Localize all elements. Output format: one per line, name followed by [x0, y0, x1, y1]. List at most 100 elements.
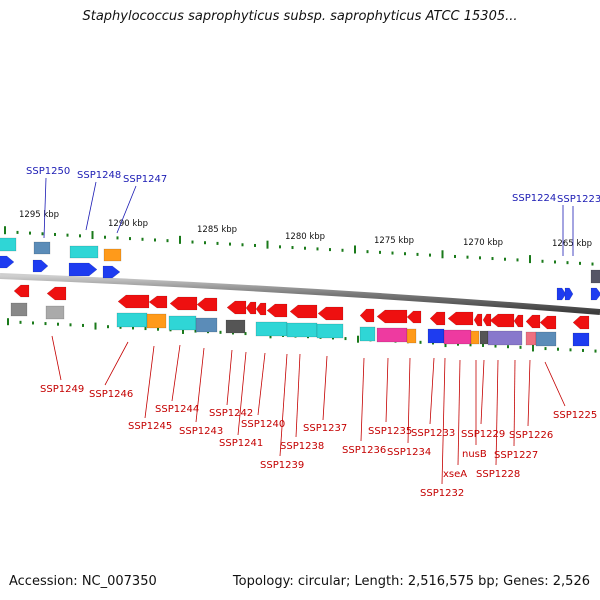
gene-box: [255, 321, 288, 337]
gene-box: [168, 315, 197, 331]
scale-tick: [366, 250, 369, 254]
reverse-gene-arrow: [482, 313, 492, 327]
reverse-gene-arrow: [13, 284, 30, 298]
gene-box: [427, 328, 445, 344]
scale-tick: [516, 258, 519, 262]
gene-label-ssp1235[interactable]: SSP1235: [368, 426, 412, 437]
gene-box: [45, 305, 65, 320]
scale-tick: [19, 320, 22, 324]
scale-tick: [94, 322, 97, 330]
scale-tick: [119, 325, 122, 329]
scale-tick: [507, 345, 509, 349]
scale-tick: [454, 254, 456, 258]
gene-label-ssp1225[interactable]: SSP1225: [553, 410, 597, 421]
leader-line: [322, 355, 328, 421]
reverse-gene-arrow: [226, 300, 247, 315]
scale-tick: [519, 345, 522, 349]
leader-line: [51, 335, 62, 381]
gene-label-ssp1248[interactable]: SSP1248: [77, 170, 121, 181]
scale-tick: [116, 236, 119, 240]
gene-label-ssp1237[interactable]: SSP1237: [303, 423, 347, 434]
gene-box: [406, 328, 417, 344]
leader-line: [295, 353, 301, 438]
accession-label: Accession: NC_007350: [9, 574, 157, 589]
gene-label-ssp1244[interactable]: SSP1244: [155, 404, 199, 415]
leader-line: [195, 347, 205, 423]
leader-line: [495, 359, 499, 466]
gene-label-ssp1242[interactable]: SSP1242: [209, 408, 253, 419]
forward-gene-arrow: [102, 265, 121, 279]
leader-line: [513, 359, 516, 447]
gene-label-ssp1238[interactable]: SSP1238: [280, 441, 324, 452]
leader-line: [43, 177, 47, 239]
leader-line: [116, 185, 137, 234]
gene-label-ssp1240[interactable]: SSP1240: [241, 419, 285, 430]
scale-label-1270: 1270 kbp: [463, 238, 503, 248]
reverse-gene-arrow: [117, 294, 150, 309]
gene-label-ssp1229[interactable]: SSP1229: [461, 429, 505, 440]
scale-tick: [4, 226, 6, 235]
reverse-gene-arrow: [289, 304, 318, 319]
gene-label-ssp1247[interactable]: SSP1247: [123, 174, 167, 185]
scale-tick: [44, 322, 47, 326]
gene-label-ssp1250[interactable]: SSP1250: [26, 166, 70, 177]
scale-tick: [429, 253, 431, 257]
leader-line: [441, 357, 446, 485]
scale-tick: [229, 242, 231, 246]
reverse-gene-arrow: [196, 297, 218, 312]
gene-label-ssp1232[interactable]: SSP1232: [420, 488, 464, 499]
scale-tick: [594, 349, 597, 353]
gene-label-ssp1241[interactable]: SSP1241: [219, 438, 263, 449]
scale-tick: [129, 237, 131, 241]
gene-label-ssp1226[interactable]: SSP1226: [509, 430, 553, 441]
reverse-gene-arrow: [359, 308, 375, 323]
scale-tick: [91, 231, 94, 240]
scale-tick: [541, 259, 544, 263]
gene-label-ssp1245[interactable]: SSP1245: [128, 421, 172, 432]
scale-tick: [479, 256, 481, 260]
gene-label-ssp1233[interactable]: SSP1233: [411, 428, 455, 439]
gene-label-ssp1239[interactable]: SSP1239: [260, 460, 304, 471]
gene-label-ssp1224[interactable]: SSP1224: [512, 193, 556, 204]
scale-tick: [79, 234, 81, 238]
leader-line: [171, 344, 181, 402]
scale-tick: [266, 240, 269, 249]
scale-tick: [141, 237, 144, 241]
scale-tick: [329, 248, 331, 252]
scale-tick: [104, 235, 106, 239]
scale-tick: [591, 262, 594, 266]
gene-box: [286, 322, 318, 338]
reverse-gene-arrow: [376, 309, 408, 324]
gene-box: [525, 331, 537, 346]
gene-label-ssp1236[interactable]: SSP1236: [342, 445, 386, 456]
gene-label-ssp1234[interactable]: SSP1234: [387, 447, 431, 458]
scale-tick: [532, 344, 534, 352]
leader-line: [237, 351, 247, 436]
gene-box: [572, 332, 590, 347]
gene-label-nusb[interactable]: nusB: [462, 449, 487, 460]
gene-label-ssp1228[interactable]: SSP1228: [476, 469, 520, 480]
reverse-gene-arrow: [148, 295, 168, 309]
scale-tick: [529, 255, 531, 264]
leader-line: [257, 352, 266, 416]
gene-label-ssp1246[interactable]: SSP1246: [89, 389, 133, 400]
gene-label-xsea[interactable]: xseA: [443, 469, 467, 480]
gene-box: [487, 330, 523, 346]
scale-tick: [469, 343, 472, 347]
scale-tick: [419, 340, 422, 344]
genome-stats: Topology: circular; Length: 2,516,575 bp…: [232, 574, 590, 589]
gene-box: [10, 302, 28, 317]
gene-label-ssp1249[interactable]: SSP1249: [40, 384, 84, 395]
reverse-gene-labels: SSP1249 SSP1246 SSP1245 SSP1244 SSP1243 …: [40, 384, 597, 499]
reverse-gene-arrow: [46, 286, 67, 301]
gene-label-ssp1243[interactable]: SSP1243: [179, 426, 223, 437]
scale-tick: [544, 347, 547, 351]
label-leader-lines: [43, 177, 574, 485]
gene-label-ssp1227[interactable]: SSP1227: [494, 450, 538, 461]
scale-tick: [66, 233, 69, 237]
scale-tick: [244, 332, 247, 336]
reverse-gene-arrow: [572, 315, 590, 330]
gene-label-ssp1223[interactable]: SSP1223: [557, 194, 600, 205]
reverse-gene-arrow: [539, 315, 557, 330]
